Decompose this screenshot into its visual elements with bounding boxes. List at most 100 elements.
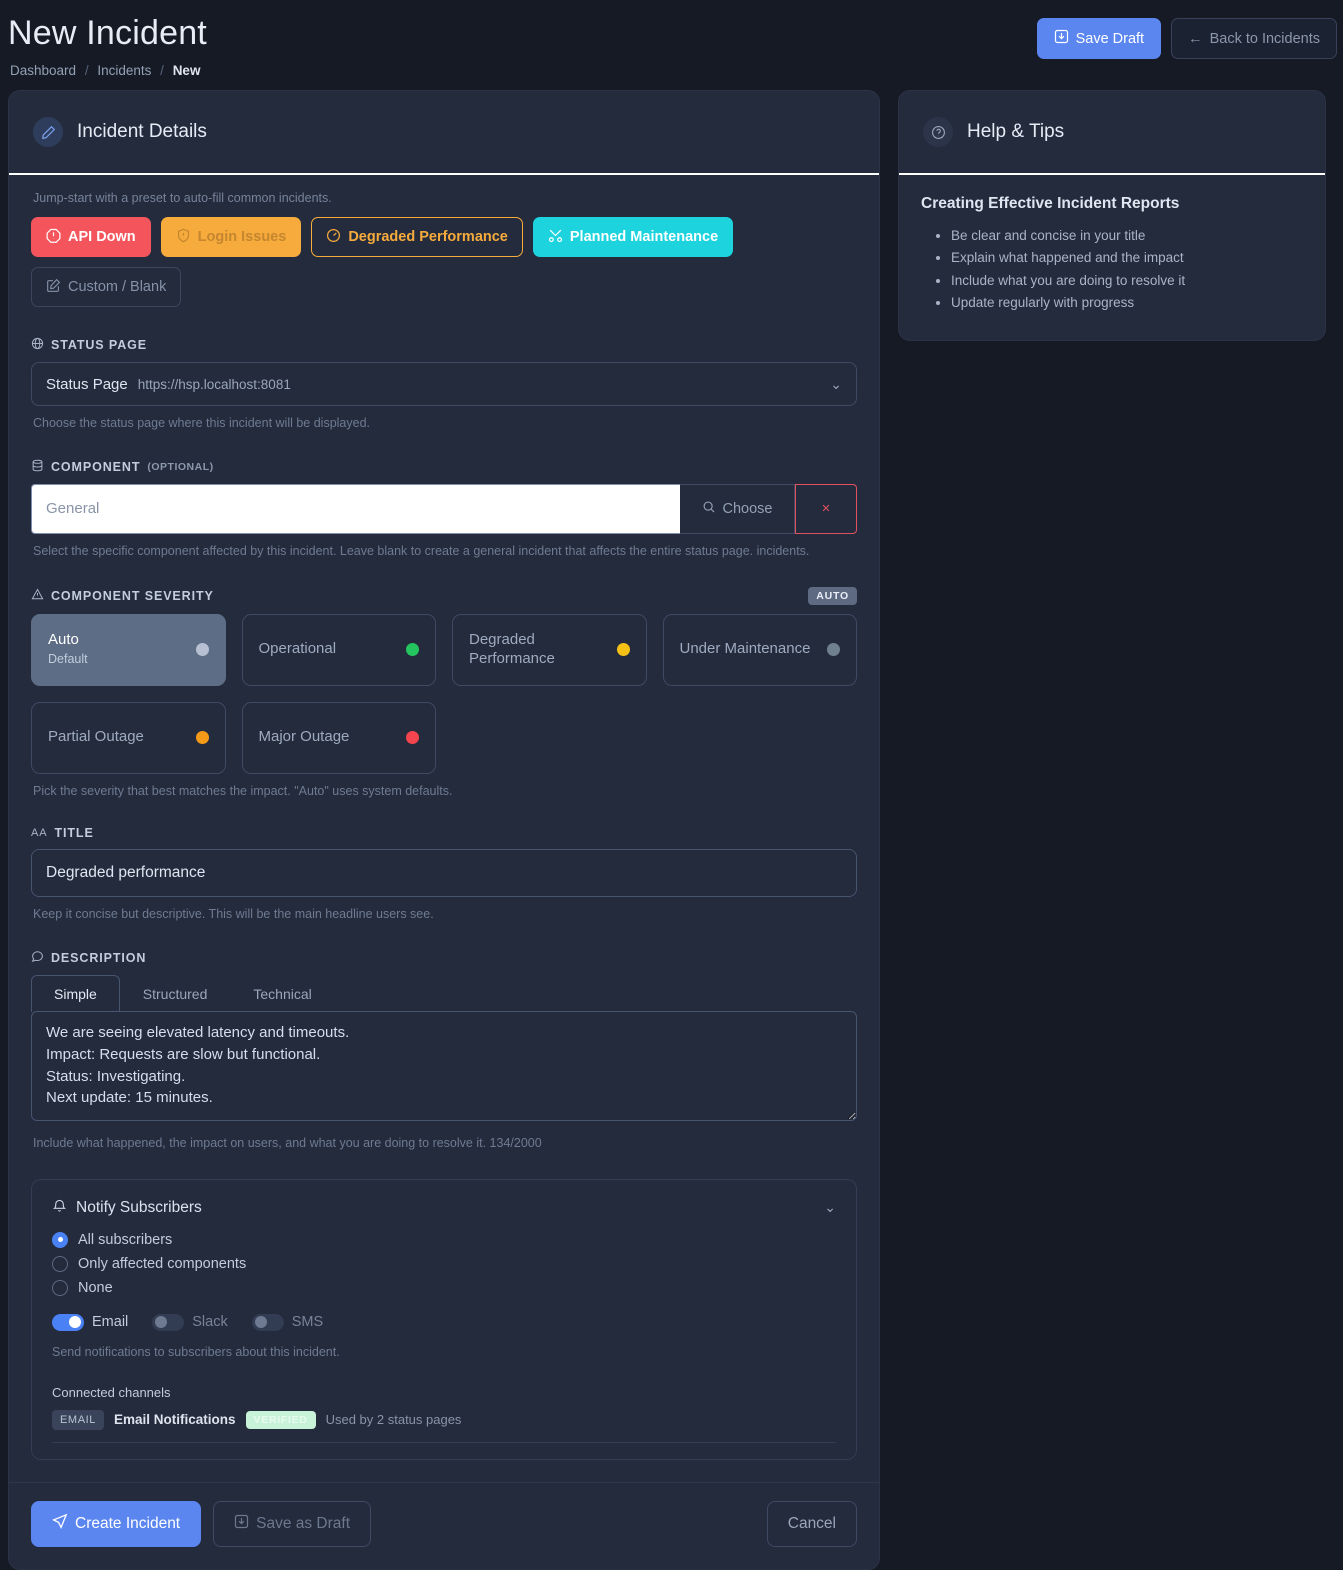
severity-dot bbox=[406, 643, 419, 656]
severity-option-label: Under Maintenance bbox=[679, 640, 811, 658]
toggle-email[interactable] bbox=[52, 1313, 84, 1331]
question-circle-icon bbox=[923, 117, 953, 147]
help-tips-heading: Creating Effective Incident Reports bbox=[921, 195, 1180, 212]
severity-option-partial-outage[interactable]: Partial Outage bbox=[31, 701, 226, 774]
page-header: New Incident Dashboard / Incidents / New… bbox=[0, 0, 1343, 90]
cancel-button[interactable]: Cancel bbox=[766, 1500, 857, 1547]
aa-icon: Aa bbox=[31, 827, 48, 840]
layers-icon bbox=[31, 459, 44, 475]
component-input-row: Choose × bbox=[31, 483, 857, 534]
preset-login-issues[interactable]: Login Issues bbox=[160, 217, 302, 257]
radio-label: All subscribers bbox=[78, 1231, 173, 1248]
severity-label: COMPONENT SEVERITY bbox=[31, 588, 214, 604]
component-clear-button[interactable]: × bbox=[795, 483, 857, 534]
description-textarea[interactable]: We are seeing elevated latency and timeo… bbox=[31, 1011, 857, 1121]
create-incident-button[interactable]: Create Incident bbox=[31, 1500, 202, 1547]
cancel-label: Cancel bbox=[787, 1514, 836, 1532]
severity-dot bbox=[195, 731, 209, 744]
severity-header: COMPONENT SEVERITY AUTO bbox=[31, 586, 857, 605]
radio-indicator bbox=[52, 1231, 68, 1248]
breadcrumb-current: New bbox=[172, 63, 201, 78]
back-to-incidents-label: Back to Incidents bbox=[1209, 30, 1320, 47]
breadcrumb-incidents[interactable]: Incidents bbox=[97, 63, 152, 78]
incident-details-header: Incident Details bbox=[9, 91, 879, 175]
status-page-select[interactable]: Status Page https://hsp.localhost:8081 ⌄ bbox=[31, 362, 857, 406]
description-field: DESCRIPTION Simple Structured Technical … bbox=[31, 950, 857, 1153]
radio-all-subscribers[interactable]: All subscribers bbox=[52, 1231, 836, 1248]
severity-option-operational[interactable]: Operational bbox=[241, 613, 436, 686]
severity-option-under-maintenance[interactable]: Under Maintenance bbox=[662, 613, 857, 686]
title-input[interactable] bbox=[31, 849, 857, 898]
toggle-group-slack: Slack bbox=[152, 1313, 228, 1331]
status-page-label: STATUS PAGE bbox=[31, 337, 857, 353]
severity-help: Pick the severity that best matches the … bbox=[33, 783, 453, 798]
toggle-slack[interactable] bbox=[152, 1313, 185, 1331]
breadcrumb: Dashboard / Incidents / New bbox=[0, 53, 1343, 78]
severity-label-text: COMPONENT SEVERITY bbox=[51, 588, 214, 603]
severity-field: COMPONENT SEVERITY AUTO Auto Default bbox=[31, 586, 857, 801]
gauge-icon bbox=[326, 228, 341, 247]
severity-option-sub: Default bbox=[48, 652, 88, 667]
component-help: Select the specific component affected b… bbox=[33, 543, 810, 558]
title-field: Aa TITLE Keep it concise but descriptive… bbox=[31, 826, 857, 924]
status-page-label-text: STATUS PAGE bbox=[51, 338, 148, 352]
tab-technical[interactable]: Technical bbox=[253, 986, 312, 1002]
help-tip-item: Include what you are doing to resolve it bbox=[951, 270, 1303, 292]
notify-subscribers-header[interactable]: Notify Subscribers ⌄ bbox=[52, 1198, 836, 1218]
title-label-text: TITLE bbox=[54, 826, 94, 841]
radio-none[interactable]: None bbox=[52, 1279, 836, 1296]
tab-structured[interactable]: Structured bbox=[142, 986, 208, 1002]
status-page-selected-url: https://hsp.localhost:8081 bbox=[137, 376, 291, 392]
breadcrumb-dashboard[interactable]: Dashboard bbox=[10, 63, 77, 78]
help-tips-header: Help & Tips bbox=[899, 91, 1325, 175]
preset-api-down[interactable]: API Down bbox=[31, 217, 151, 257]
back-to-incidents-button[interactable]: ← Back to Incidents bbox=[1171, 18, 1337, 59]
severity-option-auto[interactable]: Auto Default bbox=[31, 613, 226, 686]
preset-custom-blank[interactable]: Custom / Blank bbox=[31, 267, 182, 307]
chat-bubble-icon bbox=[31, 950, 44, 966]
create-incident-label: Create Incident bbox=[75, 1514, 181, 1532]
chevron-down-icon[interactable]: ⌄ bbox=[824, 1199, 836, 1216]
severity-dot bbox=[827, 643, 840, 656]
severity-option-label: Operational bbox=[258, 640, 337, 658]
side-column: Help & Tips Creating Effective Incident … bbox=[898, 90, 1326, 342]
component-input[interactable] bbox=[31, 483, 680, 534]
verified-badge: VERIFIED bbox=[245, 1410, 316, 1429]
preset-planned-maintenance[interactable]: Planned Maintenance bbox=[532, 217, 734, 257]
page-title: New Incident bbox=[8, 14, 207, 52]
bell-icon bbox=[52, 1198, 67, 1218]
description-label-text: DESCRIPTION bbox=[51, 951, 147, 965]
toggle-group-sms: SMS bbox=[251, 1313, 323, 1331]
header-actions: Save Draft ← Back to Incidents bbox=[1036, 18, 1337, 59]
radio-only-affected-components[interactable]: Only affected components bbox=[52, 1255, 836, 1272]
preset-label: Degraded Performance bbox=[348, 229, 508, 245]
incident-details-card: Incident Details Jump-start with a prese… bbox=[8, 90, 880, 1570]
description-tabs: Simple Structured Technical bbox=[31, 975, 857, 1012]
component-choose-button[interactable]: Choose bbox=[680, 483, 795, 534]
content-wrapper: Incident Details Jump-start with a prese… bbox=[0, 90, 1343, 1570]
severity-option-degraded-performance[interactable]: Degraded Performance bbox=[452, 613, 647, 686]
severity-option-label: Auto bbox=[48, 631, 79, 649]
notify-title: Notify Subscribers bbox=[76, 1198, 202, 1216]
description-help: Include what happened, the impact on use… bbox=[33, 1136, 542, 1150]
channel-name: Email Notifications bbox=[114, 1412, 236, 1428]
connected-channel-row: EMAIL Email Notifications VERIFIED Used … bbox=[52, 1409, 836, 1443]
severity-option-label: Partial Outage bbox=[48, 728, 144, 746]
save-draft-button[interactable]: Save Draft bbox=[1036, 18, 1162, 59]
severity-option-major-outage[interactable]: Major Outage bbox=[241, 701, 436, 774]
severity-grid: Auto Default Operational Degraded Perfo bbox=[31, 613, 857, 774]
toggle-sms[interactable] bbox=[251, 1313, 284, 1331]
preset-label: API Down bbox=[68, 229, 136, 245]
status-page-selected-name: Status Page bbox=[46, 375, 128, 393]
help-tips-body: Creating Effective Incident Reports Be c… bbox=[899, 175, 1325, 340]
channel-type-chip: EMAIL bbox=[52, 1409, 105, 1430]
arrow-left-icon: ← bbox=[1188, 30, 1203, 47]
save-draft-label: Save Draft bbox=[1075, 30, 1145, 47]
save-as-draft-label: Save as Draft bbox=[256, 1514, 351, 1532]
component-label-text: COMPONENT bbox=[51, 459, 141, 474]
tab-simple[interactable]: Simple bbox=[31, 975, 120, 1012]
radio-indicator bbox=[52, 1279, 68, 1296]
save-as-draft-button[interactable]: Save as Draft bbox=[213, 1500, 372, 1547]
preset-degraded-performance[interactable]: Degraded Performance bbox=[311, 217, 523, 257]
